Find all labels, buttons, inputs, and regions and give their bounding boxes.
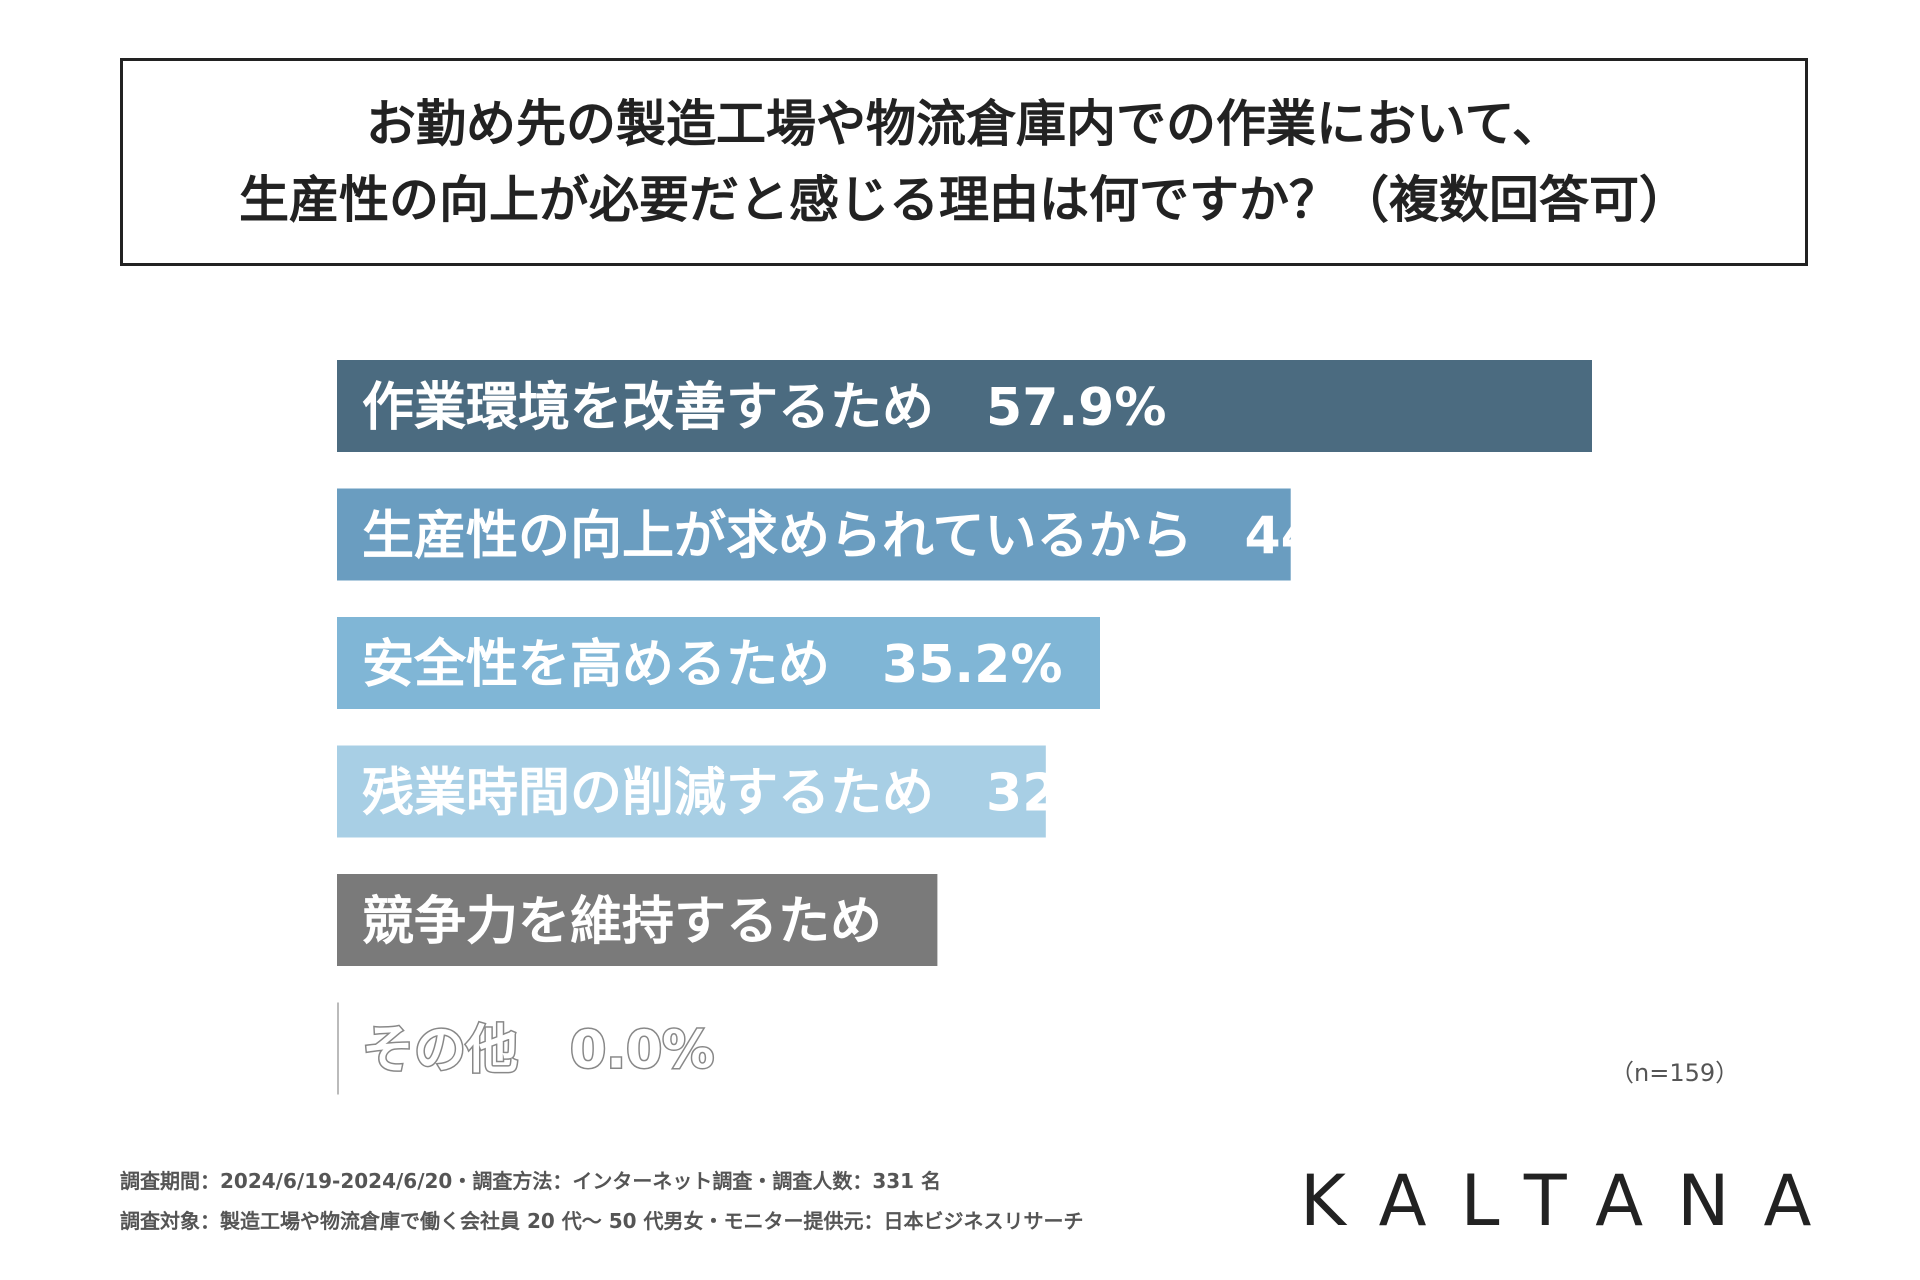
brand-logo: KALTANA [1300, 1160, 1846, 1242]
value-label-3: 32.7% [986, 764, 1166, 824]
bar-0 [337, 360, 1592, 452]
value-label-2: 35.2% [882, 635, 1062, 695]
bar-4 [337, 874, 938, 966]
value-label-1: 44.0% [1244, 507, 1424, 567]
value-label-0: 57.9% [986, 378, 1166, 438]
title-line-1: お勤め先の製造工場や物流倉庫内での作業において、 [366, 95, 1562, 153]
bar-label-5: その他 0.0% [362, 1021, 714, 1081]
bar-label-2: 安全性を高めるため 35.2% [362, 635, 1062, 695]
bar-2 [337, 617, 1100, 709]
category-label-2: 安全性を高めるため [362, 635, 830, 695]
bar-label-0: 作業環境を改善するため 57.9% [362, 378, 1166, 438]
bar-1 [337, 488, 1291, 581]
category-label-4: 競争力を維持するため [362, 892, 882, 952]
category-label-0: 作業環境を改善するため [362, 378, 934, 438]
footer-survey-target: 調査対象：製造工場や物流倉庫で働く会社員 20 代〜 50 代男女・モニター提供… [120, 1209, 1084, 1233]
footer-survey-info: 調査期間：2024/6/19-2024/6/20・調査方法：インターネット調査・… [120, 1169, 942, 1193]
sample-size-label: （n=159） [1610, 1059, 1740, 1087]
category-label-1: 生産性の向上が求められているから [362, 507, 1192, 567]
bar-chart: 作業環境を改善するため 57.9% 生産性の向上が求められているから 44.0% 安… [337, 360, 1592, 1095]
bar-label-1: 生産性の向上が求められているから 44.0% [362, 507, 1425, 567]
category-label-5: その他 [362, 1021, 518, 1081]
bar-label-3: 残業時間の削減するため 32.7% [362, 764, 1166, 824]
value-label-5: 0.0% [570, 1021, 714, 1081]
bar-3 [337, 745, 1046, 838]
category-label-3: 残業時間の削減するため [362, 764, 934, 824]
title-box: お勤め先の製造工場や物流倉庫内での作業において、 生産性の向上が必要だと感じる理… [120, 58, 1808, 266]
title-line-2: 生産性の向上が必要だと感じる理由は何ですか？（複数回答可） [239, 171, 1689, 229]
value-label-4: 27.7% [934, 892, 1114, 952]
bar-label-4: 競争力を維持するため 27.7% [362, 892, 1114, 952]
